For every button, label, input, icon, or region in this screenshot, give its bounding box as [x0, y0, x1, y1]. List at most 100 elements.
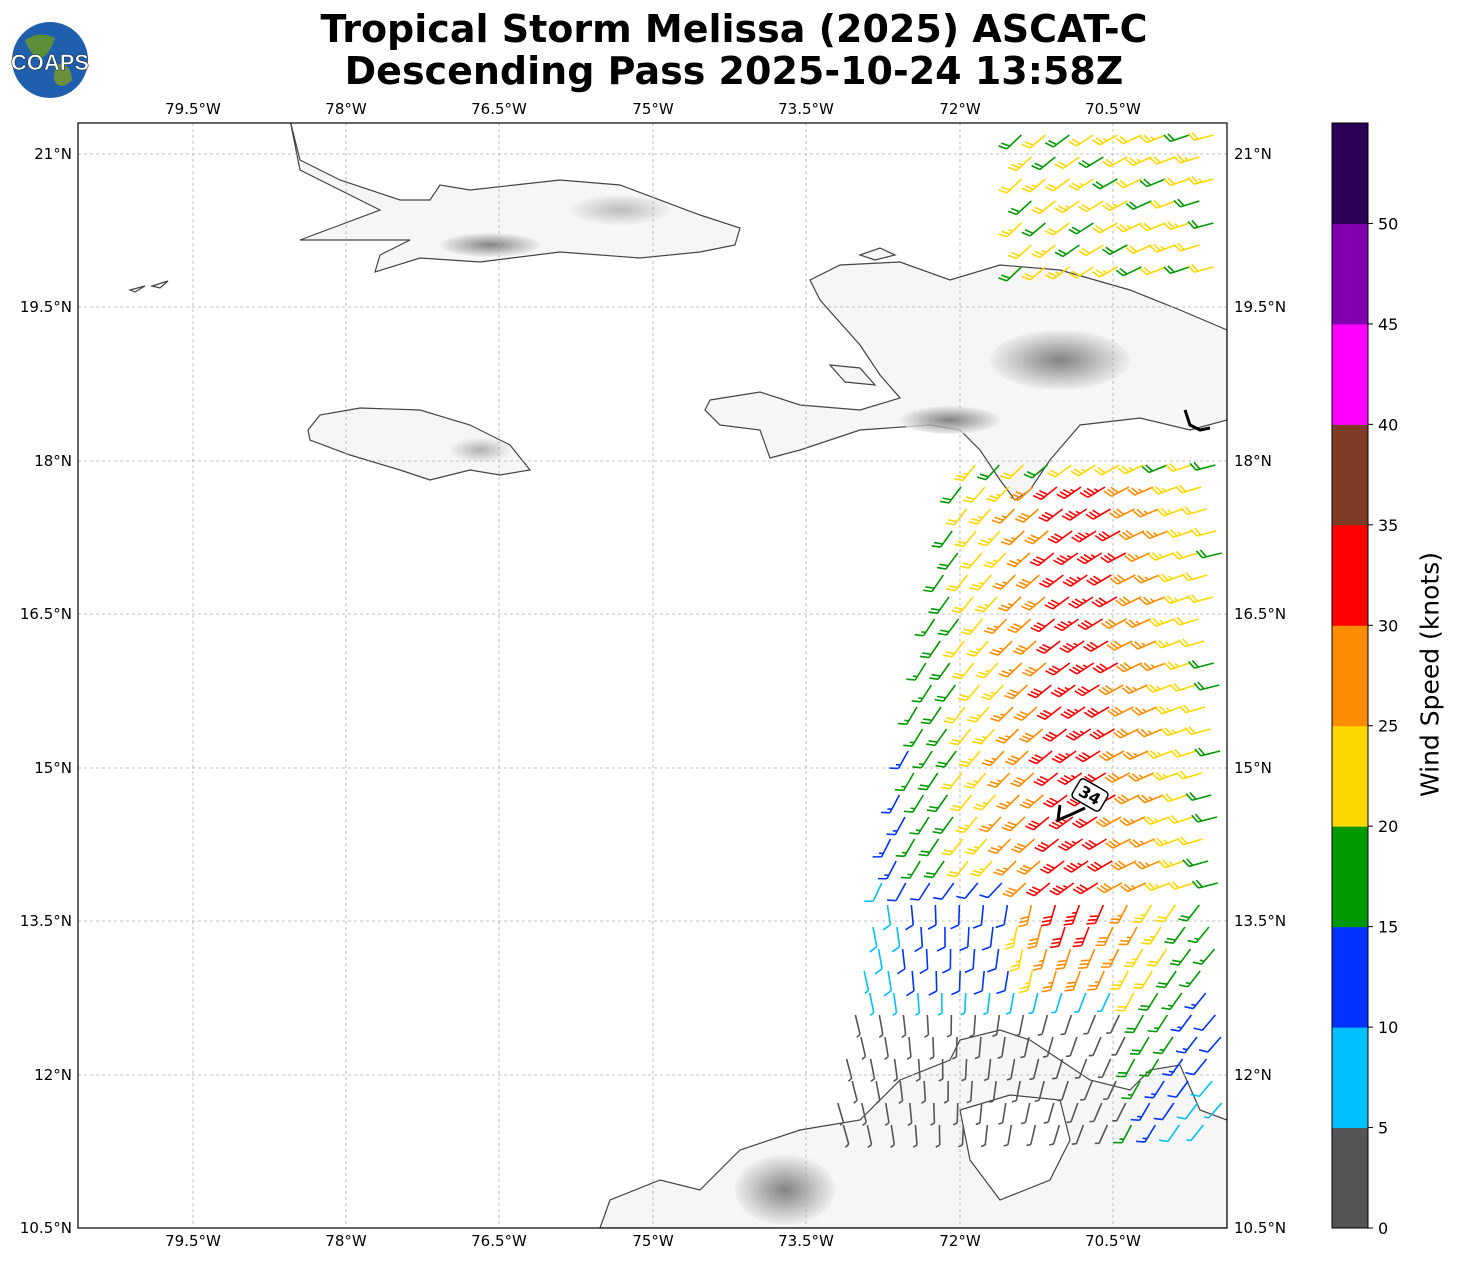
wind-barb	[1065, 728, 1092, 741]
wind-barb	[966, 640, 989, 657]
wind-barb	[1127, 486, 1154, 496]
wind-barb	[1178, 638, 1205, 648]
wind-barb	[1141, 464, 1168, 474]
colorbar-tick: 15	[1378, 918, 1398, 937]
wind-barb	[1139, 662, 1167, 672]
wind-barb	[1116, 1058, 1136, 1078]
wind-barb	[1007, 618, 1032, 634]
wind-barb	[1029, 1058, 1040, 1081]
wind-barbs	[836, 131, 1223, 1149]
wind-barb	[992, 1014, 1001, 1037]
wind-barb	[1012, 640, 1037, 656]
wind-barb	[1187, 659, 1214, 669]
wind-barb	[1077, 618, 1103, 631]
wind-barb	[1115, 134, 1142, 145]
colorbar-tick: 35	[1378, 516, 1398, 535]
wind-barb	[937, 992, 943, 1016]
wind-barb	[1165, 463, 1192, 473]
wind-barb	[1086, 904, 1105, 925]
wind-barb	[1031, 244, 1056, 259]
wind-barb	[1146, 750, 1173, 759]
colorbar-tick: 5	[1378, 1119, 1388, 1138]
wind-barb	[974, 1036, 982, 1060]
wind-barb	[869, 1058, 876, 1082]
wind-barb	[1068, 266, 1094, 279]
wind-barb	[1068, 596, 1094, 609]
wind-barb	[1131, 706, 1158, 716]
wind-barb	[1194, 747, 1221, 757]
wind-barb	[1030, 618, 1056, 633]
wind-barb	[923, 860, 945, 879]
wind-barb	[1002, 882, 1027, 898]
wind-barb	[941, 838, 964, 856]
wind-barb	[912, 750, 933, 769]
wind-barb	[998, 178, 1022, 194]
wind-barb	[1115, 178, 1142, 189]
wind-barb	[929, 662, 951, 681]
wind-barb	[1163, 177, 1190, 187]
wind-barb	[1149, 243, 1176, 253]
wind-barb	[1074, 1058, 1088, 1079]
wind-barb	[1118, 529, 1145, 541]
wind-barb	[1184, 726, 1211, 736]
colorbar-bin	[1332, 826, 1368, 928]
wind-barb	[1097, 684, 1124, 696]
lat-tick-right: 12°N	[1234, 1066, 1272, 1084]
wind-barb	[1139, 1058, 1160, 1077]
wind-barb	[906, 1036, 912, 1060]
wind-barb	[1122, 750, 1149, 761]
wind-barb	[1078, 200, 1104, 213]
wind-barb	[1004, 750, 1029, 766]
wind-barb	[1021, 662, 1047, 677]
wind-barb	[877, 860, 897, 880]
wind-barb	[1189, 461, 1216, 471]
lake	[959, 1094, 1071, 1201]
wind-barb	[1032, 948, 1048, 971]
wind-barb	[903, 794, 925, 813]
wind-barb	[1068, 662, 1095, 675]
wind-barb	[1193, 1014, 1216, 1032]
wind-barb	[1125, 200, 1152, 210]
wind-barb	[1020, 1036, 1030, 1059]
wind-barb	[907, 1102, 913, 1126]
wind-barb	[1068, 222, 1094, 235]
wind-barb	[1065, 1036, 1078, 1058]
wind-barb	[892, 992, 898, 1017]
wind-barb	[932, 816, 954, 834]
wind-barb	[864, 882, 883, 903]
wind-barb	[1051, 750, 1077, 764]
wind-barb	[973, 794, 996, 811]
wind-barb	[1078, 244, 1104, 257]
wind-barb	[1018, 728, 1044, 743]
wind-barb	[1133, 574, 1160, 584]
wind-barb	[996, 794, 1020, 810]
colorbar: 0 5 10 15 20 25 30 35 40 45 50	[1331, 122, 1398, 1238]
lat-tick-left: 19.5°N	[19, 298, 72, 316]
wind-barb	[1034, 838, 1060, 853]
wind-barb	[1191, 813, 1218, 823]
wind-barb	[1173, 242, 1200, 252]
wind-barb	[1041, 970, 1057, 993]
wind-barb	[1191, 879, 1218, 889]
lat-tick-left: 10.5°N	[19, 1219, 72, 1237]
wind-barb	[1015, 574, 1040, 589]
wind-barb	[938, 1058, 944, 1082]
colorbar-bin	[1332, 223, 1368, 325]
wind-barb	[1014, 508, 1040, 523]
wind-barb	[917, 772, 939, 791]
wind-barb	[1046, 464, 1072, 478]
wind-barb	[949, 728, 972, 746]
wind-barb	[1160, 727, 1187, 737]
wind-barb	[1100, 948, 1120, 968]
wind-barb	[1103, 1080, 1117, 1100]
wind-barb	[1101, 618, 1127, 630]
wind-barb	[1123, 948, 1144, 968]
wind-barb	[1018, 970, 1033, 994]
wind-barb	[920, 640, 941, 659]
wind-barb	[1195, 549, 1222, 559]
wind-barb	[1005, 992, 1015, 1015]
wind-barb	[972, 904, 985, 929]
wind-barb	[1032, 486, 1058, 501]
wind-barb	[1021, 266, 1046, 281]
lon-tick-bottom: 73.5°W	[778, 1232, 834, 1250]
